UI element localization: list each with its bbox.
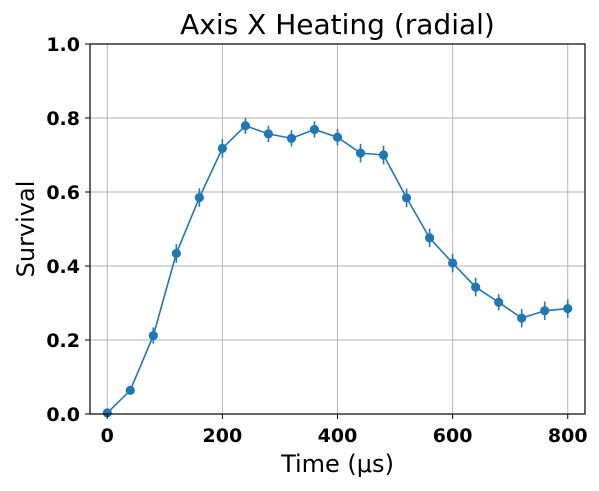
y-tick-label: 0.0 xyxy=(46,404,80,426)
data-point xyxy=(355,148,366,158)
data-point xyxy=(286,133,297,143)
data-point xyxy=(448,258,458,268)
grid xyxy=(90,43,585,415)
data-point xyxy=(240,121,251,131)
data-point xyxy=(494,297,504,307)
y-tick-label: 0.2 xyxy=(46,330,80,352)
data-point xyxy=(171,248,181,259)
x-tick-label: 0 xyxy=(101,425,114,447)
data-point xyxy=(471,282,481,292)
y-tick-label: 0.4 xyxy=(46,256,80,278)
x-tick-label: 400 xyxy=(318,425,358,447)
x-tick-label: 600 xyxy=(433,425,473,447)
x-tick-label: 800 xyxy=(548,425,588,447)
data-point xyxy=(401,193,412,203)
data-point xyxy=(309,124,320,135)
data-point xyxy=(378,150,389,160)
x-tick-label: 200 xyxy=(203,425,243,447)
data-point xyxy=(563,303,573,314)
data-point xyxy=(332,132,343,142)
data-point xyxy=(102,408,112,418)
data-point xyxy=(148,330,158,341)
ticks: 0 200 400 600 800 0.0 0.2 0.4 0.6 0.8 1.0 xyxy=(46,34,587,447)
data-point xyxy=(125,385,135,395)
data-point xyxy=(217,143,227,153)
series-survival xyxy=(102,117,573,418)
y-axis-label: Survival xyxy=(12,181,40,278)
data-point xyxy=(263,129,274,139)
y-tick-label: 1.0 xyxy=(46,34,80,56)
y-tick-label: 0.6 xyxy=(46,182,80,204)
data-point xyxy=(424,233,435,243)
data-point xyxy=(517,313,527,323)
chart-title: Axis X Heating (radial) xyxy=(180,8,495,41)
data-point xyxy=(540,306,550,316)
x-axis-label: Time (μs) xyxy=(280,450,394,478)
y-tick-label: 0.8 xyxy=(46,108,80,130)
data-point xyxy=(194,192,204,203)
